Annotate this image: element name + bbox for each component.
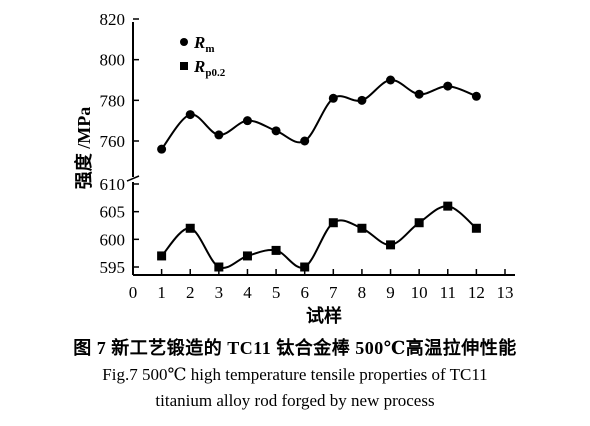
x-ticks: 0 1 2 3 4 5 6 7 8 9 10 11 12 13 — [129, 269, 514, 302]
legend-rm-marker — [180, 38, 188, 46]
rm-data-point — [214, 130, 224, 140]
rp02-data-point — [214, 262, 224, 272]
x-tick-label: 12 — [468, 283, 485, 302]
y-tick-label: 760 — [100, 132, 126, 151]
rp02-data-point — [157, 251, 167, 261]
rp02-data-point — [414, 218, 424, 228]
rm-data-point — [242, 116, 252, 126]
rm-data-point — [185, 110, 195, 120]
x-tick-label: 3 — [215, 283, 224, 302]
rp02-data-point — [300, 262, 310, 272]
axes — [126, 22, 515, 276]
rp02-data-point — [357, 223, 367, 233]
figure-caption-english-line1: Fig.7 500℃ high temperature tensile prop… — [102, 365, 488, 384]
y-ticks: 760 780 800 820 595 600 605 610 — [100, 10, 139, 277]
x-tick-label: 1 — [157, 283, 166, 302]
rp02-data-point — [242, 251, 252, 261]
y-tick-label: 820 — [100, 10, 126, 29]
x-tick-label: 11 — [440, 283, 456, 302]
rm-data-point — [471, 91, 481, 101]
x-tick-label: 9 — [386, 283, 395, 302]
figure-caption-chinese: 图 7 新工艺锻造的 TC11 钛合金棒 500℃高温拉伸性能 — [73, 338, 517, 358]
rp02-data-point — [185, 223, 195, 233]
axis-break-mark — [126, 175, 140, 182]
rm-data-point — [386, 75, 396, 85]
rm-data-point — [271, 126, 281, 136]
rp02-data-point — [471, 223, 481, 233]
legend-rp-marker — [180, 62, 188, 70]
rp02-data-point — [271, 245, 281, 255]
x-axis-label: 试样 — [306, 305, 342, 326]
y-tick-label: 610 — [100, 175, 126, 194]
y-tick-label: 600 — [100, 230, 126, 249]
figure-caption-english-line2: titanium alloy rod forged by new process — [155, 391, 435, 410]
y-axis-label: 强度 /MPa — [73, 107, 94, 190]
rm-data-point — [357, 95, 367, 105]
rm-data-point — [443, 81, 453, 91]
x-tick-label: 10 — [411, 283, 428, 302]
rm-data-point — [414, 89, 424, 99]
x-tick-label: 5 — [272, 283, 281, 302]
x-tick-label: 8 — [358, 283, 367, 302]
rm-data-point — [157, 144, 167, 154]
series-line-rp02 — [160, 205, 478, 269]
legend-rp-label: Rp0.2 — [193, 57, 226, 79]
x-tick-label: 13 — [497, 283, 514, 302]
y-tick-label: 780 — [100, 91, 126, 110]
x-tick-label: 4 — [243, 283, 252, 302]
legend: Rm Rp0.2 — [180, 33, 226, 79]
y-tick-label: 800 — [100, 51, 126, 70]
legend-rm-label: Rm — [193, 33, 215, 55]
rp02-data-point — [386, 240, 396, 250]
series-markers — [157, 75, 481, 272]
series-lines — [160, 79, 478, 269]
x-tick-label: 0 — [129, 283, 138, 302]
x-tick-label: 7 — [329, 283, 338, 302]
rm-data-point — [300, 136, 310, 146]
y-tick-label: 605 — [100, 203, 126, 222]
series-line-rm — [160, 79, 477, 150]
x-tick-label: 2 — [186, 283, 195, 302]
rm-data-point — [328, 93, 338, 103]
rp02-data-point — [328, 218, 338, 228]
rp02-data-point — [443, 201, 453, 211]
x-tick-label: 6 — [300, 283, 309, 302]
y-tick-label: 595 — [100, 258, 126, 277]
